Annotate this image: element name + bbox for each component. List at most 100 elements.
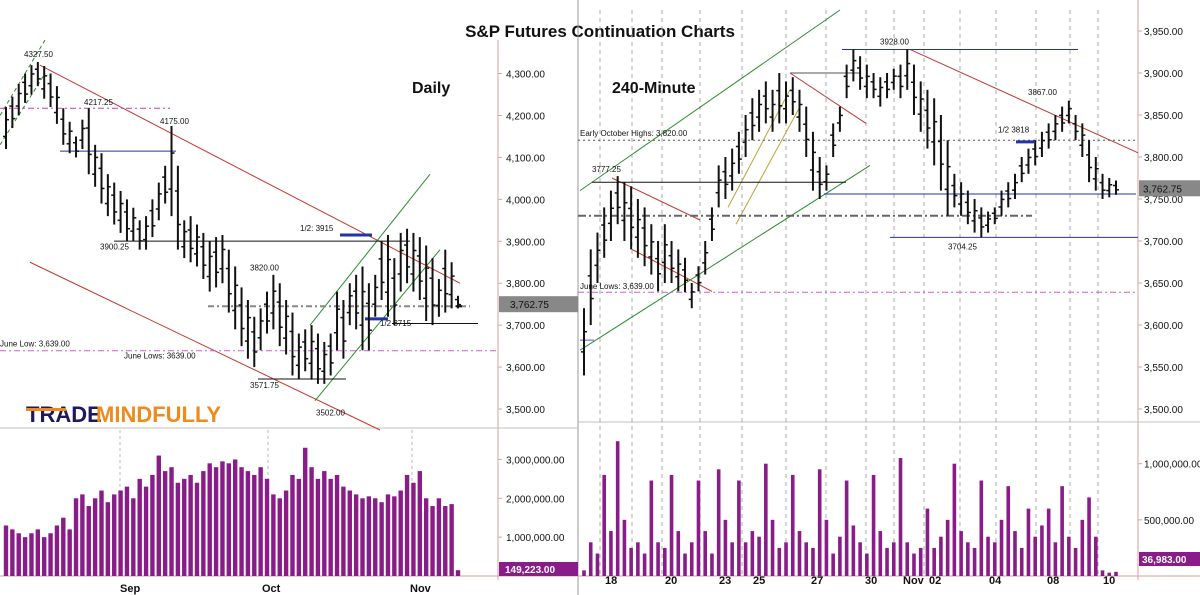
min240-volume-bar [1033,536,1037,576]
min240-ohlc-bar [1005,182,1012,208]
min240-date-tick-label: 04 [989,575,1002,587]
min240-volume-bar [642,553,647,576]
min240-date-tick-label: Nov [903,575,925,587]
daily-volume-bar [35,529,41,576]
min240-ohlc-bar [823,165,830,191]
min240-ohlc-bar [708,207,715,241]
min240-annotation: June Lows: 3,639.00 [580,282,654,291]
daily-ohlc-bar [289,312,296,376]
daily-volume-bar [3,525,9,576]
daily-ohlc-bar [60,108,67,145]
daily-annotation: 3502.00 [316,408,345,417]
min240-ohlc-bar [1065,100,1072,124]
min240-volume-bar [797,531,802,576]
min240-ohlc-bar [587,249,594,325]
daily-annotation: 3900.25 [100,243,129,252]
daily-volume-bar [373,498,378,576]
min240-volume-bar [663,547,667,576]
min240-volume-bar [972,547,977,576]
min240-volume-bar [952,463,957,576]
daily-ohlc-bar [423,245,430,321]
min240-annotation: 3928.00 [880,37,909,46]
daily-volume-bar [207,463,212,576]
daily-volume-bar [213,467,219,576]
daily-ohlc-bar [162,165,169,204]
min240-panel-title: 240-Minute [612,80,696,97]
min240-ohlc-bar [756,89,763,132]
min240-ohlc-bar [836,106,843,132]
daily-volume-bar [379,502,384,576]
min240-downtrend-main [909,49,1139,154]
daily-annotation: 1/2 3715 [380,319,412,328]
min240-volume-bar [885,547,889,576]
daily-volume-bar [366,496,372,576]
daily-ohlc-bar [295,333,302,379]
daily-ohlc-bar [200,232,207,280]
min240-volume-bar [804,542,809,576]
min240-date-tick-label: 27 [811,575,823,587]
min240-ohlc-bar [803,106,810,157]
min240-ohlc-bar [1113,180,1119,195]
daily-ohlc-bar [257,308,264,351]
min240-ohlc-bar [1086,140,1093,183]
min240-volume-bar [1053,542,1058,576]
daily-date-tick-label: Oct [262,583,281,595]
min240-inner-channel-b [735,106,801,225]
daily-volume-bar [92,498,98,576]
min240-volume-bar [939,536,943,576]
min240-ohlc-bar [594,232,601,283]
min240-volume-bar [905,542,910,576]
min240-date-tick-label: 10 [1103,575,1115,587]
min240-volume-last-badge [1139,552,1200,566]
daily-annotation: 4217.25 [84,98,113,107]
min240-ohlc-bar [783,81,790,124]
daily-volume-bar [417,471,423,576]
daily-ohlc-bar [73,136,80,158]
daily-volume-bar [137,478,142,576]
daily-volume-bar [271,494,276,576]
min240-volume-bar [1107,572,1112,576]
min240-ohlc-bar [607,190,614,241]
min240-volume-bar [777,547,782,576]
min240-ohlc-bar [1011,173,1018,199]
min240-volume-bar [811,547,815,576]
daily-ohlc-bar [34,62,41,87]
daily-ohlc-bar [92,144,99,187]
min240-ohlc-bar [1032,140,1039,166]
min240-ohlc-bar [998,190,1005,216]
min240-volume-bar [817,469,822,576]
daily-volume-bar [61,517,66,576]
min240-ohlc-bar [944,140,951,216]
min240-ohlc-bar [1106,178,1113,198]
min240-ohlc-bar [675,249,682,292]
daily-volume-bar [194,482,200,576]
daily-ohlc-bar [334,291,341,351]
daily-ohlc-bar [85,108,92,175]
daily-ohlc-bar [251,316,258,368]
min240-annotation: 3867.00 [1028,88,1057,97]
daily-ohlc-bar [219,235,226,284]
daily-ohlc-bar [384,235,391,317]
min240-ohlc-bar [715,165,722,208]
daily-last-price-label: 3,762.75 [510,300,549,311]
min240-ohlc-bar [1099,173,1106,199]
logo-word-trade: TRADE [26,402,102,427]
min240-volume-bar [891,542,896,576]
daily-ohlc-bar [181,220,188,259]
daily-annotation: 3820.00 [250,264,279,273]
daily-volume-bar [411,482,416,576]
min240-ohlc-bar [749,98,756,141]
min240-volume-bar [898,458,903,576]
min240-ohlc-bar [937,115,944,191]
daily-price-tick-label: 3,700.00 [506,321,545,332]
min240-ohlc-bar [742,115,749,157]
min240-ohlc-bar [910,64,917,115]
min240-volume-bar [582,570,586,576]
daily-ohlc-bar [41,66,48,99]
min240-ohlc-bar [702,241,709,275]
min240-volume-bar [992,542,997,576]
min240-volume-bar [838,536,842,576]
daily-volume-bar [245,471,251,576]
main-title: S&P Futures Continuation Charts [465,22,735,41]
